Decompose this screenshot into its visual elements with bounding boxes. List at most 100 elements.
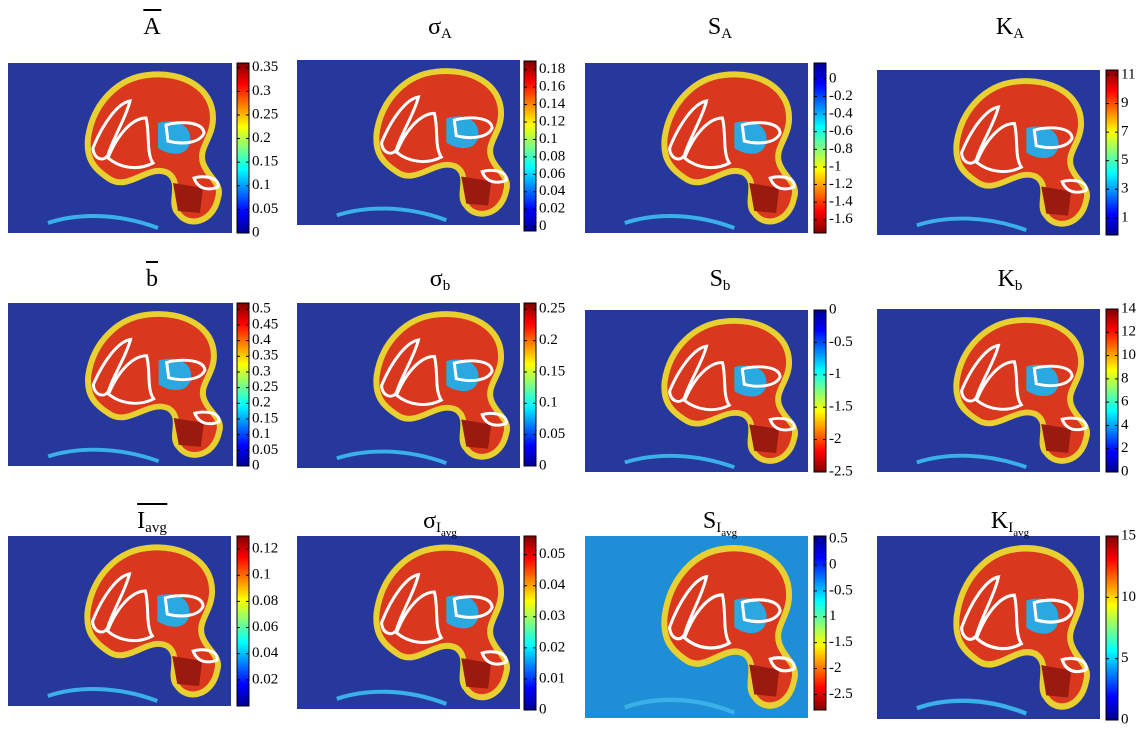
colorbar-tick-label: 11 <box>1121 66 1135 82</box>
title-main: K <box>996 14 1014 40</box>
colorbar-tick-label: 3 <box>1121 181 1129 197</box>
colorbar-tick-label: 0.1 <box>252 177 271 193</box>
colorbar <box>524 303 536 466</box>
colorbar-tick-label: 0.35 <box>252 59 278 75</box>
title-main: σ <box>423 508 436 534</box>
colorbar-tick-label: 0.04 <box>252 645 279 661</box>
colorbar-tick-label: 1 <box>1121 209 1129 225</box>
colorbar-tick-label: -1.2 <box>829 176 853 192</box>
panel-title: σb <box>430 266 450 295</box>
title-main: S <box>710 266 723 292</box>
colorbar-tick-label: 10 <box>1121 589 1136 605</box>
panel-title: SIavg <box>703 508 738 539</box>
panel-title: Kb <box>998 266 1023 295</box>
colorbar-tick-label: 0.25 <box>539 301 565 317</box>
title-main: σ <box>428 14 441 40</box>
title-main: K <box>998 266 1016 292</box>
title-main: I <box>137 508 145 534</box>
colorbar-tick-label: 0.06 <box>252 619 279 635</box>
colorbar-tick-label: 0.03 <box>539 608 565 624</box>
title-main: A <box>143 14 161 40</box>
colorbar-tick-label: 0 <box>539 457 547 473</box>
colorbar-tick-label: -1.5 <box>829 634 853 650</box>
colorbar-tick-label: 0.12 <box>252 541 278 557</box>
colorbar-tick-label: 1 <box>829 608 837 624</box>
colorbar-tick-label: 0.05 <box>539 426 565 442</box>
colorbar-tick-label: -0.4 <box>829 106 853 122</box>
colorbar-tick-label: 0.3 <box>252 83 271 99</box>
colorbar-tick-label: 0.04 <box>539 577 566 593</box>
colorbar-tick-label: 8 <box>1121 370 1129 386</box>
colorbar-tick-label: -0.5 <box>829 334 853 350</box>
colorbar-tick-label: 5 <box>1121 152 1129 168</box>
figure: A00.050.10.150.20.250.30.35σA0.020.040.0… <box>0 0 1148 732</box>
colorbar <box>237 303 249 466</box>
colorbar-tick-label: 4 <box>1121 417 1129 433</box>
colorbar-tick-label: 0.16 <box>539 79 566 95</box>
colorbar-tick-label: -2 <box>829 660 842 676</box>
panel-title: σA <box>428 14 452 43</box>
title-main: S <box>708 14 721 40</box>
colorbar-tick-label: 0.35 <box>252 348 278 364</box>
colorbar-tick-label: 12 <box>1121 324 1136 340</box>
colorbar <box>237 63 249 233</box>
colorbar-tick-label: 0 <box>539 701 547 717</box>
colorbar-tick-label: 7 <box>1121 124 1129 140</box>
title-main: K <box>991 508 1009 534</box>
colorbar-tick-label: 0.08 <box>252 593 278 609</box>
title-main: S <box>703 508 716 534</box>
title-sub: b <box>443 278 451 294</box>
panel-title: SA <box>708 14 732 43</box>
panel-title: Iavg <box>137 508 167 537</box>
colorbar-tick-label: 10 <box>1121 347 1136 363</box>
colorbar-tick-label: 0 <box>829 301 837 317</box>
colorbar-tick-label: 0.4 <box>252 332 271 348</box>
colorbar-tick-label: 0.5 <box>252 301 271 317</box>
colorbar-tick-label: 0 <box>829 70 837 86</box>
colorbar-tick-label: 0 <box>252 224 260 240</box>
colorbar-tick-label: 0.05 <box>252 201 278 217</box>
colorbar-tick-label: -0.8 <box>829 141 853 157</box>
colorbar-tick-label: -1.5 <box>829 399 853 415</box>
colorbar-tick-label: 15 <box>1121 527 1136 543</box>
title-sub: A <box>1013 26 1024 42</box>
colorbar-tick-label: 0.25 <box>252 106 278 122</box>
colorbar-tick-label: 0.1 <box>252 567 271 583</box>
colorbar-tick-label: -1.4 <box>829 194 853 210</box>
colorbar-tick-label: 0 <box>539 218 547 234</box>
colorbar-tick-label: 0.2 <box>252 395 271 411</box>
panel-title: b <box>146 266 158 292</box>
title-sub: A <box>441 26 452 42</box>
colorbar-tick-label: 0.25 <box>252 379 278 395</box>
colorbar-tick-label: -1 <box>829 158 842 174</box>
panel-title: σIavg <box>423 508 457 539</box>
colorbar-tick-label: 0.15 <box>252 410 278 426</box>
colorbar-tick-label: 0.18 <box>539 61 565 77</box>
title-main: σ <box>430 266 443 292</box>
colorbar-tick-label: -0.2 <box>829 88 853 104</box>
colorbar-tick-label: 0 <box>829 556 837 572</box>
colorbar-tick-label: 0.02 <box>539 201 565 217</box>
colorbar-tick-label: 0.1 <box>539 131 558 147</box>
title-sub: b <box>723 278 731 294</box>
colorbar <box>1106 70 1118 235</box>
panel-title: Sb <box>710 266 731 295</box>
colorbar-tick-label: 0.2 <box>252 130 271 146</box>
colorbar-tick-label: 5 <box>1121 650 1129 666</box>
colorbar-tick-label: -0.6 <box>829 123 853 139</box>
colorbar <box>814 536 826 710</box>
panel-title: KA <box>996 14 1024 43</box>
colorbar-tick-label: 14 <box>1121 300 1137 316</box>
title-sub: avg <box>145 520 167 536</box>
colorbar <box>814 63 826 233</box>
colorbar-tick-label: 0.1 <box>539 395 558 411</box>
colorbar-tick-label: -2.5 <box>829 463 853 479</box>
colorbar-tick-label: 9 <box>1121 95 1129 111</box>
colorbar-tick-label: 0.15 <box>539 363 565 379</box>
colorbar-tick-label: -0.5 <box>829 582 853 598</box>
title-sub: b <box>1015 278 1023 294</box>
colorbar-tick-label: 2 <box>1121 440 1129 456</box>
title-sub: A <box>721 26 732 42</box>
colorbar-tick-label: 0.04 <box>539 183 566 199</box>
colorbar-tick-label: -2.5 <box>829 686 853 702</box>
